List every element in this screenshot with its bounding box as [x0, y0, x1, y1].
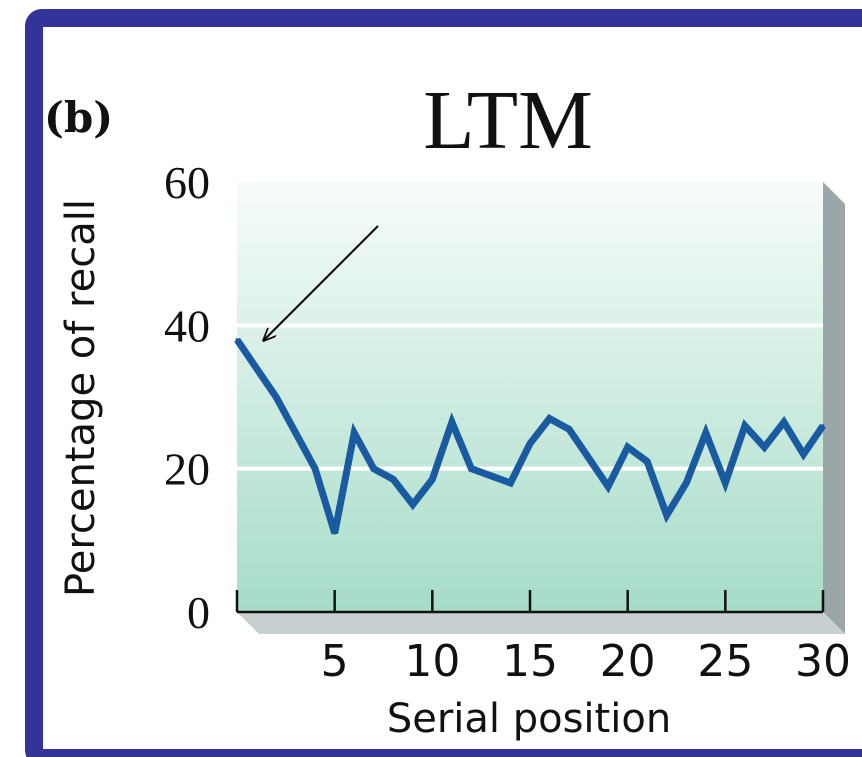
panel-label: (b) [44, 93, 113, 142]
data-point [626, 445, 630, 449]
x-tick-label: 15 [502, 636, 558, 687]
data-point [723, 481, 727, 485]
gridlines [237, 323, 823, 471]
data-point [762, 445, 766, 449]
data-point [548, 417, 552, 420]
data-point [352, 431, 356, 435]
data-point [743, 424, 747, 428]
y-tick-label: 40 [164, 300, 210, 351]
y-axis-ticks: 0 20 40 60 [164, 157, 210, 638]
x-axis-label: Serial position [387, 696, 671, 742]
data-point [645, 460, 649, 463]
data-point [294, 431, 298, 435]
data-point [313, 467, 317, 471]
data-point [274, 395, 278, 399]
figure-border [25, 9, 862, 757]
data-point [235, 338, 239, 342]
plot-side-wall [823, 182, 845, 634]
annotation-arrow [264, 225, 379, 340]
y-axis-label: Percentage of recall [58, 199, 104, 597]
data-point [391, 477, 395, 481]
data-point [567, 427, 571, 431]
x-tick-label: 10 [404, 636, 460, 687]
x-tick-label: 30 [795, 636, 851, 687]
data-point [587, 456, 591, 460]
data-point [801, 452, 805, 456]
data-point [469, 467, 473, 471]
data-point [508, 481, 512, 485]
data-point [704, 431, 708, 435]
data-point [411, 503, 415, 506]
y-tick-label: 20 [164, 444, 210, 495]
plot-area [237, 182, 823, 612]
data-point [255, 366, 259, 370]
plot-floor [237, 612, 845, 634]
data-point [684, 481, 688, 485]
x-tick-label: 20 [600, 636, 656, 687]
series-points [235, 338, 825, 535]
data-point [430, 477, 434, 481]
data-point [821, 424, 825, 428]
chart-title: LTM [423, 74, 593, 167]
data-point [665, 513, 669, 517]
data-point [450, 420, 454, 424]
data-point [489, 474, 493, 478]
x-tick-label: 5 [321, 636, 349, 687]
data-point [372, 467, 376, 471]
data-point [528, 442, 532, 446]
data-point [333, 531, 337, 535]
data-point [606, 485, 610, 489]
x-axis-ticks: 5 10 15 20 25 30 [235, 590, 851, 687]
y-tick-label: 0 [187, 587, 210, 638]
data-point [782, 420, 786, 424]
y-tick-label: 60 [164, 157, 210, 208]
x-tick-label: 25 [697, 636, 753, 687]
